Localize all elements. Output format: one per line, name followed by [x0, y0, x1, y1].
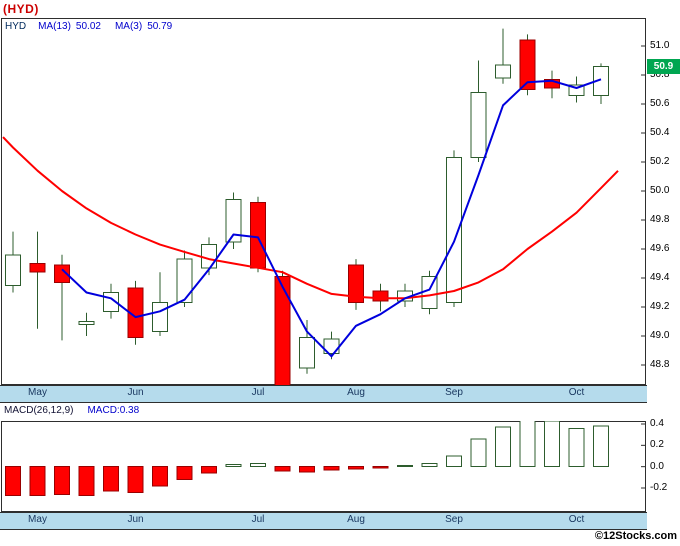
candle — [421, 270, 438, 315]
macd-bar — [152, 466, 168, 487]
price-tick-label: 49.4 — [650, 272, 670, 283]
macd-bar — [372, 466, 389, 469]
legend-ma13-label: MA(13) — [38, 21, 71, 32]
month-label: Oct — [568, 387, 585, 398]
page-title: (HYD) — [3, 2, 39, 16]
candle — [568, 76, 585, 103]
candle — [78, 312, 95, 336]
price-tick-label: 49.8 — [650, 214, 670, 225]
month-label: May — [28, 514, 47, 525]
month-label: Oct — [568, 514, 585, 525]
macd-bar — [274, 466, 291, 472]
macd-bar — [519, 421, 536, 468]
price-tick-label: 51.0 — [650, 40, 670, 51]
price-tick-label: 48.8 — [650, 359, 670, 370]
price-tick-label: 49.0 — [650, 330, 670, 341]
macd-header: MACD(26,12,9) MACD:0.38 — [4, 405, 139, 416]
price-candlestick-chart — [1, 18, 646, 385]
macd-bar — [103, 466, 119, 492]
macd-bar — [225, 464, 242, 468]
last-price-badge: 50.9 — [647, 58, 680, 74]
macd-bar — [250, 462, 266, 468]
macd-bar — [544, 421, 560, 468]
macd-tick-label: 0.2 — [650, 439, 664, 451]
legend-ma3-label: MA(3) — [114, 21, 143, 32]
macd-bar — [299, 466, 315, 473]
macd-bar — [176, 466, 193, 480]
macd-chart-month-axis: May Jun Jul Aug Sep Oct — [0, 512, 647, 530]
macd-tick-label: 0.0 — [650, 460, 664, 472]
candle — [495, 28, 511, 84]
macd-bar — [78, 466, 95, 496]
macd-tick-label: 0.4 — [650, 418, 664, 429]
candle — [54, 254, 70, 341]
candle — [519, 34, 536, 96]
price-tick-label: 49.6 — [650, 243, 670, 254]
macd-bar — [201, 466, 217, 474]
candle — [29, 231, 46, 329]
macd-bar — [593, 425, 609, 468]
macd-bar — [470, 438, 487, 468]
macd-label: MACD(26,12,9) — [4, 405, 74, 416]
price-axis: 51.0 50.8 50.6 50.4 50.2 50.0 49.8 49.6 49.4 49.2… — [648, 0, 680, 546]
price-chart-month-axis: May Jun Jul Aug Sep Oct — [0, 385, 647, 403]
legend-symbol: HYD — [5, 21, 27, 32]
candle — [225, 192, 242, 249]
macd-bar — [348, 466, 364, 470]
month-label: Jun — [127, 514, 144, 525]
candle — [152, 272, 168, 336]
month-label: Jul — [251, 387, 265, 398]
month-label: May — [28, 387, 47, 398]
macd-current-value: MACD:0.38 — [87, 405, 140, 416]
month-label: Aug — [347, 514, 365, 525]
month-label: Sep — [445, 387, 463, 398]
price-tick-label: 50.8 — [650, 69, 670, 80]
macd-bar — [127, 466, 144, 493]
ma-line — [61, 78, 602, 358]
legend-ma13-value: 50.02 — [75, 21, 101, 32]
month-label: Jun — [127, 387, 144, 398]
month-label: Aug — [347, 387, 365, 398]
price-tick-label: 50.2 — [650, 156, 670, 167]
macd-axis: 0.4 0.2 0.0 -0.2 — [648, 0, 680, 546]
month-label: Jul — [251, 514, 265, 525]
month-label: Sep — [445, 514, 463, 525]
candle — [176, 250, 193, 307]
candle — [544, 70, 560, 99]
candle — [348, 259, 364, 310]
price-tick-label: 49.2 — [650, 301, 670, 312]
ma-line — [2, 136, 619, 300]
price-tick-label: 50.0 — [650, 185, 670, 196]
candle — [470, 60, 487, 162]
macd-bar — [29, 466, 46, 496]
copyright-link[interactable]: ©12Stocks.com — [594, 530, 677, 542]
candle — [5, 231, 21, 293]
macd-bar — [5, 466, 21, 496]
macd-bar — [397, 464, 413, 468]
price-tick-label: 50.4 — [650, 127, 670, 138]
macd-bar — [421, 462, 438, 468]
candle — [593, 63, 609, 104]
legend-ma3-value: 50.79 — [147, 21, 173, 32]
candle — [250, 196, 266, 273]
macd-bar-chart — [1, 421, 646, 512]
candle — [446, 150, 462, 307]
candle — [299, 320, 315, 374]
chart-legend: HYD MA(13) 50.02 MA(3) 50.79 — [5, 21, 186, 32]
macd-bar — [568, 427, 585, 468]
macd-tick-label: -0.2 — [650, 482, 668, 493]
macd-bar — [495, 426, 511, 468]
macd-bar — [446, 455, 462, 468]
macd-bar — [54, 466, 70, 495]
candle — [274, 270, 291, 385]
candle — [127, 280, 144, 345]
macd-bar — [323, 466, 340, 471]
price-tick-label: 50.6 — [650, 98, 670, 109]
